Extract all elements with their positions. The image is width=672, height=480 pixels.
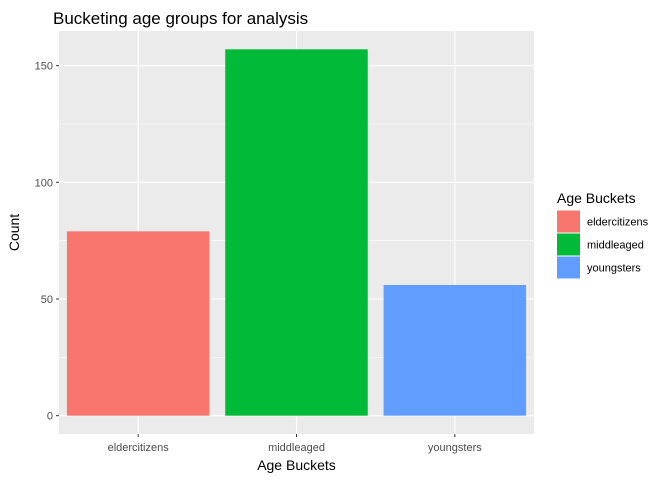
bar-middleaged — [225, 49, 368, 416]
y-tick-label: 100 — [35, 177, 53, 189]
legend-label-middleaged: middleaged — [587, 240, 644, 252]
y-tick-label: 0 — [47, 411, 53, 423]
legend-label-youngsters: youngsters — [587, 263, 641, 275]
x-tick-label: middleaged — [268, 442, 325, 454]
bars — [66, 49, 527, 416]
y-axis-ticks: 0 50 100 150 — [35, 61, 59, 423]
legend-key-youngsters — [557, 256, 580, 279]
legend-title: Age Buckets — [557, 190, 636, 206]
x-axis-ticks: eldercitizens middleaged youngsters — [108, 434, 482, 454]
y-axis-title: Count — [6, 214, 22, 251]
legend-items: eldercitizens middleaged youngsters — [557, 210, 649, 279]
bar-eldercitizens — [66, 231, 210, 416]
legend-key-middleaged — [557, 233, 580, 256]
x-axis-title: Age Buckets — [257, 457, 336, 473]
legend-key-eldercitizens — [557, 210, 580, 233]
x-tick-label: youngsters — [428, 442, 482, 454]
y-tick-label: 50 — [41, 294, 53, 306]
legend-label-eldercitizens: eldercitizens — [587, 217, 649, 229]
x-tick-label: eldercitizens — [108, 442, 170, 454]
y-tick-label: 150 — [35, 61, 53, 73]
legend: Age Buckets eldercitizens middleaged young… — [557, 190, 649, 279]
bar-youngsters — [383, 285, 527, 416]
chart-title: Bucketing age groups for analysis — [53, 9, 308, 28]
